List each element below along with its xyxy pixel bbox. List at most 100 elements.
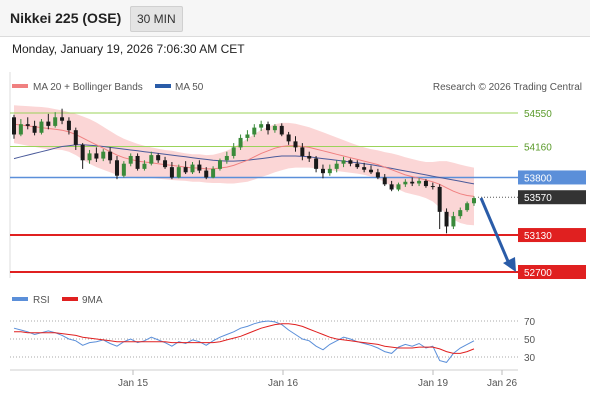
- candle-body: [217, 160, 222, 169]
- candle-body: [108, 151, 113, 161]
- x-axis: Jan 15 Jan 16 Jan 19 Jan 26: [118, 370, 517, 389]
- current-price-label: 53570: [524, 193, 552, 204]
- candle-body: [403, 181, 408, 185]
- rsi-legend-label: RSI: [33, 295, 50, 306]
- candle-body: [53, 117, 58, 126]
- candle-body: [300, 147, 305, 156]
- rsi-line: [13, 320, 475, 363]
- bollinger-band-area: [14, 105, 474, 226]
- candle-body: [252, 127, 257, 135]
- rsi-grid: 70 50 30: [10, 317, 536, 364]
- moving-averages: [13, 123, 475, 197]
- candle-body: [80, 144, 85, 161]
- candle-body: [293, 141, 298, 148]
- candle-body: [204, 170, 209, 178]
- candle-body: [465, 203, 470, 211]
- candle-body: [382, 177, 387, 185]
- candle-body: [430, 186, 435, 188]
- ma20-line: [13, 123, 475, 197]
- candle-body: [245, 134, 250, 138]
- candle-body: [87, 153, 92, 161]
- rsi-ma-legend-label: 9MA: [82, 295, 103, 306]
- candle-body: [320, 168, 325, 174]
- instrument-title: Nikkei 225 (OSE): [10, 10, 122, 26]
- candle-body: [169, 167, 174, 178]
- candle-body: [341, 160, 346, 164]
- candle-body: [272, 125, 277, 131]
- candle-body: [121, 163, 126, 176]
- candle-body: [362, 167, 367, 170]
- level-labels: 54550 54160 53800 53570 53130 52700: [518, 109, 586, 279]
- candle-body: [389, 184, 394, 190]
- rsi-level-label-30: 30: [524, 353, 536, 364]
- rsi-lines: [13, 320, 475, 363]
- support-label-52700: 52700: [524, 268, 552, 279]
- support-tag-52700: [518, 265, 586, 279]
- candle-body: [183, 167, 188, 173]
- candle-body: [18, 124, 23, 135]
- candle-body: [46, 121, 51, 126]
- projection-arrow: [479, 197, 516, 272]
- x-tick-label-Jan-19: Jan 19: [418, 378, 448, 389]
- candle-body: [32, 125, 37, 133]
- candle-body: [307, 155, 312, 159]
- candle-body: [231, 147, 236, 156]
- candle-body: [66, 120, 71, 131]
- candle-body: [73, 130, 78, 145]
- candle-body: [437, 186, 442, 212]
- candle-body: [451, 216, 456, 227]
- ma50-legend-swatch: [155, 84, 171, 88]
- candle-body: [410, 181, 415, 184]
- rsi-level-label-50: 50: [524, 335, 536, 346]
- candle-body: [25, 124, 30, 126]
- candle-body: [149, 155, 154, 164]
- candle-body: [211, 168, 216, 178]
- candle-body: [259, 124, 264, 128]
- candle-body: [375, 172, 380, 178]
- candle-body: [163, 160, 168, 168]
- candle-body: [156, 155, 161, 161]
- candle-body: [12, 117, 16, 135]
- ma20-legend-swatch: [12, 84, 28, 88]
- rsi-ma-legend-swatch: [62, 297, 78, 301]
- pivot-label-53800: 53800: [524, 173, 552, 184]
- candle-body: [135, 155, 140, 169]
- main-legend: MA 20 + Bollinger Bands MA 50 Research ©…: [12, 82, 582, 93]
- x-tick-label-Jan-16: Jan 16: [268, 378, 298, 389]
- current-price-tag: [518, 190, 586, 205]
- support-label-53130: 53130: [524, 231, 552, 242]
- x-tick-label-Jan-26: Jan 26: [487, 378, 517, 389]
- projection-arrow-head: [503, 257, 516, 272]
- candle-body: [314, 158, 319, 169]
- ma20-legend-label: MA 20 + Bollinger Bands: [33, 82, 143, 93]
- resistance-label-54160: 54160: [524, 143, 552, 154]
- ma50-line: [13, 144, 475, 185]
- candle-body: [286, 134, 291, 142]
- candle-body: [369, 169, 374, 173]
- candle-body: [176, 167, 181, 178]
- candle-body: [423, 180, 428, 187]
- candles: [12, 108, 476, 234]
- candle-body: [39, 121, 44, 133]
- candle-body: [348, 160, 353, 164]
- x-tick-label-Jan-15: Jan 15: [118, 378, 148, 389]
- support-tag-53130: [518, 228, 586, 243]
- resistance-label-54550: 54550: [524, 109, 552, 120]
- candle-body: [142, 163, 147, 169]
- candle-body: [355, 163, 360, 168]
- credit-text: Research © 2026 Trading Central: [433, 82, 582, 93]
- candle-body: [101, 151, 106, 159]
- candle-body: [327, 168, 332, 174]
- chart-datetime: Monday, January 19, 2026 7:06:30 AM CET: [12, 42, 245, 56]
- rsi-ma-line: [14, 323, 475, 354]
- rsi-level-label-70: 70: [524, 317, 536, 328]
- chart-header: Nikkei 225 (OSE) 30 MIN: [0, 0, 590, 37]
- timeframe-button[interactable]: 30 MIN: [130, 6, 183, 32]
- bollinger-band: [14, 105, 474, 226]
- candle-body: [279, 125, 284, 135]
- candle-body: [190, 164, 195, 173]
- candle-body: [458, 210, 463, 217]
- candle-body: [266, 124, 271, 131]
- ma50-legend-label: MA 50: [175, 82, 204, 93]
